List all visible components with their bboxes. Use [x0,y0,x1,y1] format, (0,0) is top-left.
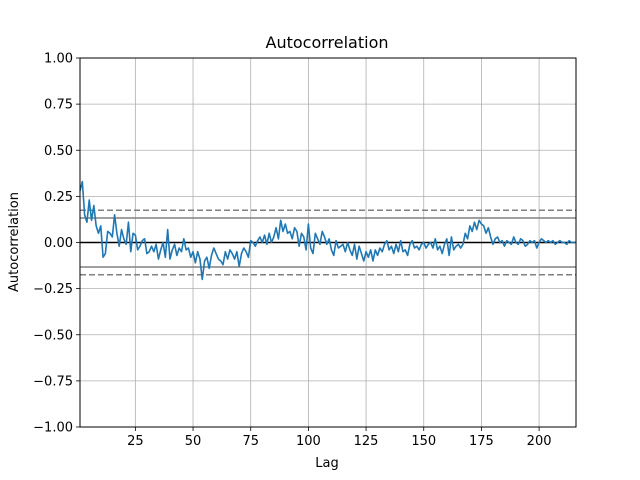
x-tick-label: 25 [127,434,144,449]
x-axis-label: Lag [315,456,338,471]
x-tick-label: 50 [185,434,202,449]
y-tick-label: 0.50 [44,144,73,159]
x-tick-label: 175 [469,434,494,449]
y-tick-label: 0.25 [44,190,73,205]
y-tick-label: −1.00 [33,421,73,436]
x-tick-label: 150 [411,434,436,449]
x-tick-label: 125 [354,434,379,449]
chart-title: Autocorrelation [266,33,389,52]
series-line [79,180,576,281]
x-tick-label: 75 [242,434,259,449]
y-tick-label: −0.50 [33,328,73,343]
y-axis: −1.00 −0.75 −0.50 −0.25 0.00 0.25 0.50 0.75 1.00 [33,52,80,436]
x-axis: 25 50 75 100 125 150 175 200 [127,427,552,449]
y-axis-label: Autocorrelation [7,192,22,292]
x-tick-label: 100 [296,434,321,449]
y-tick-label: 1.00 [44,52,73,67]
y-tick-label: −0.75 [33,374,73,389]
series-group [79,180,576,281]
y-tick-label: 0.75 [44,98,73,113]
x-tick-label: 200 [527,434,552,449]
y-tick-label: 0.00 [44,236,73,251]
y-tick-label: −0.25 [33,282,73,297]
